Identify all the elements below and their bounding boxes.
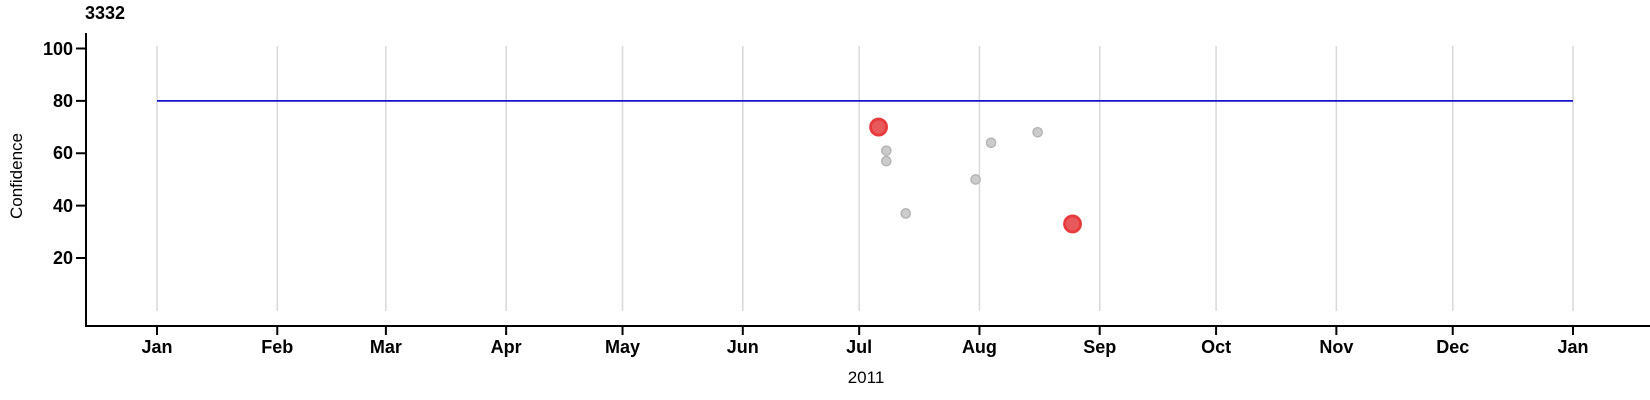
x-tick-label: Sep [1083,337,1117,357]
x-tick-label: Jul [846,337,873,357]
x-tick-label: Jun [726,337,759,357]
data-point-highlighted [1063,214,1082,234]
x-tick-label: Jan [141,337,173,357]
chart-title: 3332 [85,3,126,23]
x-tick-label: Mar [369,337,402,357]
x-tick-label: May [605,337,641,357]
data-point [985,137,997,149]
x-tick-label: Dec [1436,337,1470,357]
data-point [900,208,912,219]
x-tick-label: Apr [490,337,522,357]
x-tick-label: Aug [961,337,997,357]
data-point [881,155,892,167]
x-tick-label: Nov [1319,337,1354,357]
y-tick-label: 60 [52,143,73,164]
x-tick-label: Jan [1557,337,1589,357]
y-tick-label: 80 [52,90,73,111]
y-tick-label: 100 [42,38,73,59]
x-axis-title: 2011 [847,368,885,387]
x-tick-label: Feb [261,337,294,357]
data-point [1032,127,1043,138]
x-tick-label: Oct [1201,337,1232,357]
data-point [881,145,892,156]
data-point [970,174,981,185]
data-point-highlighted [869,117,888,137]
y-tick-label: 20 [52,248,73,268]
y-tick-label: 40 [52,195,73,216]
